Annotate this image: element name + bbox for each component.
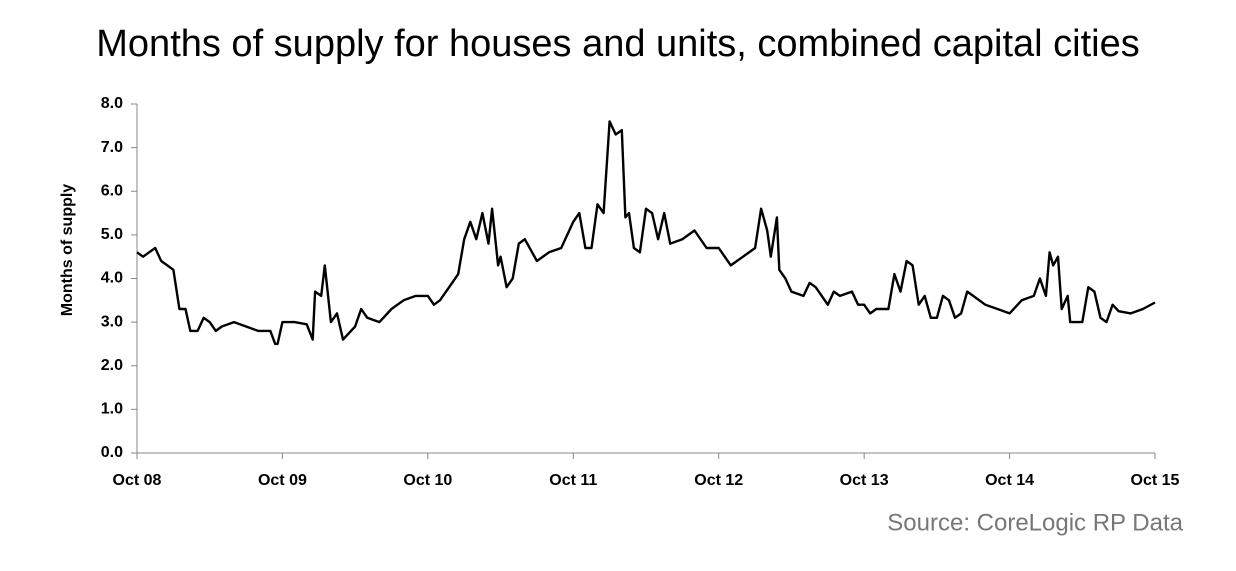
- x-tick-label: Oct 10: [403, 472, 452, 489]
- y-tick-label: 1.0: [101, 401, 123, 418]
- x-tick-label: Oct 13: [840, 472, 889, 489]
- y-tick-label: 5.0: [101, 226, 123, 243]
- y-tick-label: 4.0: [101, 270, 123, 287]
- source: Source: CoreLogic RP Data: [887, 509, 1183, 536]
- y-tick-label: 6.0: [101, 182, 123, 199]
- x-tick-label: Oct 14: [985, 472, 1034, 489]
- x-tick-label: Oct 15: [1131, 472, 1180, 489]
- y-tick-label: 3.0: [101, 313, 123, 330]
- y-tick-label: 8.0: [101, 95, 123, 112]
- y-axis-label: Months of supply: [59, 184, 76, 317]
- x-tick-label: Oct 08: [113, 472, 162, 489]
- x-tick-label: Oct 12: [694, 472, 743, 489]
- x-tick-label: Oct 11: [549, 472, 597, 489]
- line: [136, 120, 1156, 346]
- y-tick-label: 0.0: [101, 444, 123, 461]
- x-tick-label: Oct 09: [258, 472, 307, 489]
- y-tick-label: 7.0: [101, 139, 123, 156]
- chart-title: Months of supply for houses and units, c…: [96, 23, 1139, 65]
- y-tick-label: 2.0: [101, 357, 123, 374]
